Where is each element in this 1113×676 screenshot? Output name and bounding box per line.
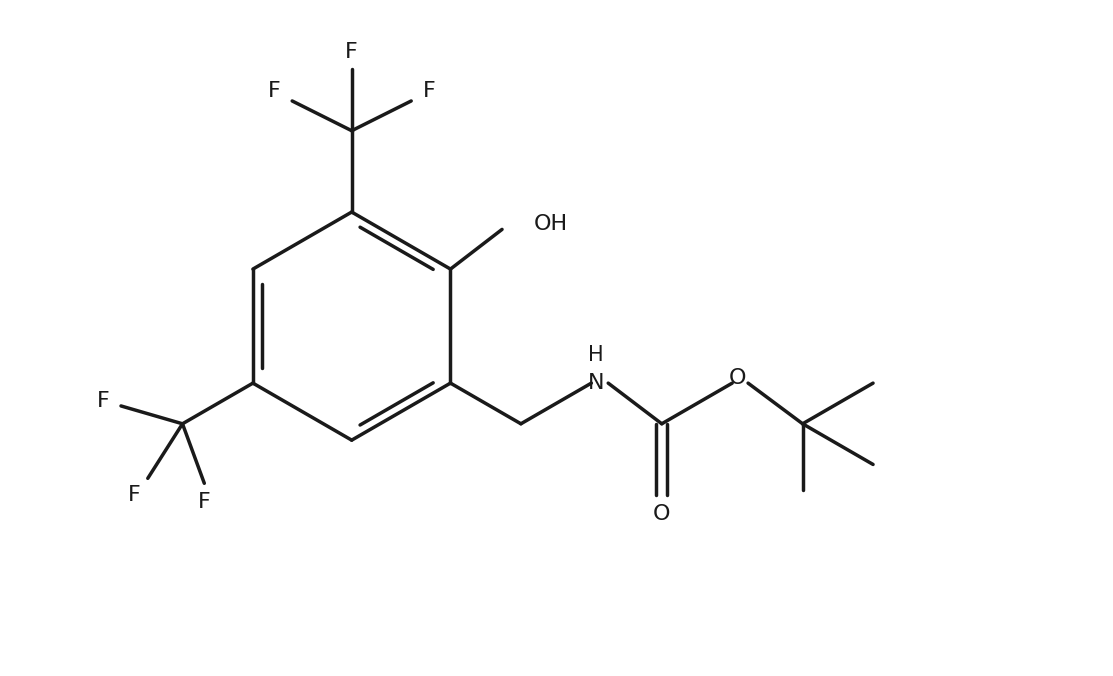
Text: F: F xyxy=(268,81,280,101)
Text: F: F xyxy=(97,391,109,411)
Text: H: H xyxy=(589,345,604,365)
Text: F: F xyxy=(423,81,435,101)
Text: O: O xyxy=(728,368,746,388)
Text: O: O xyxy=(653,504,670,524)
Text: OH: OH xyxy=(534,214,568,235)
Text: N: N xyxy=(588,373,604,393)
Text: F: F xyxy=(198,492,210,512)
Text: F: F xyxy=(128,485,140,505)
Text: F: F xyxy=(345,43,358,62)
